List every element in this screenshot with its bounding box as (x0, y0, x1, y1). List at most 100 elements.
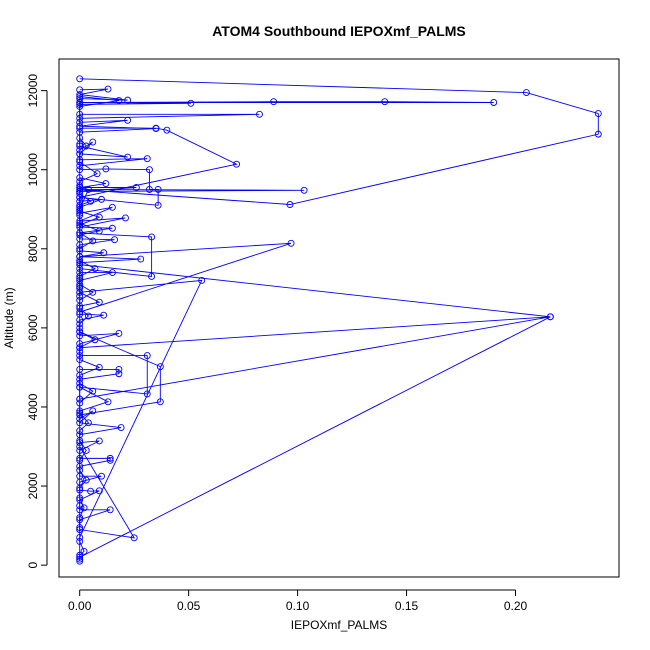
data-point (163, 126, 171, 134)
data-point (76, 557, 84, 565)
data-point (98, 472, 105, 480)
series-4 (76, 365, 125, 565)
data-point (76, 146, 84, 154)
y-tick-label: 0 (26, 561, 40, 568)
y-tick-label: 10000 (26, 153, 40, 187)
data-point (124, 153, 132, 161)
data-point (76, 158, 84, 166)
data-point (76, 93, 84, 101)
data-point (76, 328, 84, 336)
data-point (76, 229, 84, 237)
data-point (89, 387, 97, 395)
data-point (76, 340, 84, 348)
data-point (270, 98, 278, 106)
data-point (115, 97, 123, 104)
data-point (91, 336, 99, 344)
data-point (76, 409, 84, 417)
data-point (76, 207, 84, 215)
data-point (76, 245, 84, 253)
data-point (76, 320, 84, 328)
data-point (104, 398, 112, 406)
data-point (122, 214, 129, 222)
x-tick-label: 0.15 (395, 599, 419, 613)
data-point (84, 419, 92, 427)
data-point (117, 424, 125, 431)
data-point (100, 249, 108, 257)
data-point (82, 476, 90, 484)
data-point (76, 344, 84, 352)
data-point (108, 269, 116, 276)
data-point (522, 89, 530, 97)
y-tick-label: 6000 (26, 314, 40, 341)
y-tick-label: 12000 (26, 74, 40, 108)
data-point (100, 311, 108, 319)
data-point (91, 265, 99, 273)
data-point (148, 233, 156, 241)
data-point (156, 363, 164, 371)
data-point (115, 365, 123, 373)
data-point (95, 298, 103, 306)
data-point (87, 197, 95, 205)
data-point (124, 116, 132, 124)
data-point (76, 296, 84, 304)
data-point (76, 395, 84, 403)
data-point (76, 162, 84, 170)
x-tick-label: 0.00 (68, 599, 92, 613)
data-point (76, 537, 84, 545)
data-point (76, 484, 84, 492)
data-point (76, 292, 84, 300)
data-point (233, 160, 241, 168)
data-point (152, 125, 160, 133)
data-point (143, 390, 151, 398)
data-point (80, 547, 88, 555)
data-point (76, 456, 84, 464)
data-point (490, 99, 498, 106)
data-point (95, 437, 103, 445)
data-point (76, 150, 84, 158)
data-point (76, 332, 84, 340)
data-point (93, 170, 101, 178)
data-point (89, 237, 97, 245)
data-point (76, 189, 84, 197)
data-point (76, 524, 84, 532)
data-point (95, 487, 103, 495)
data-point (95, 227, 103, 235)
data-point (130, 534, 138, 542)
data-point (104, 85, 112, 93)
data-point (143, 352, 151, 360)
series-line (79, 177, 148, 400)
x-axis-label: IEPOXmf_PALMS (291, 618, 387, 632)
data-point (89, 138, 97, 146)
data-point (76, 447, 84, 454)
data-point (102, 165, 110, 173)
data-point (76, 142, 84, 150)
data-point (76, 437, 84, 445)
data-point (76, 166, 84, 174)
data-point (381, 98, 389, 106)
data-point (106, 456, 114, 464)
data-point (76, 178, 84, 186)
data-point (76, 211, 84, 219)
data-point (76, 316, 84, 324)
data-point (76, 399, 84, 407)
data-point (76, 494, 84, 502)
data-point (76, 427, 84, 435)
x-tick-label: 0.05 (177, 599, 201, 613)
data-point (76, 280, 84, 288)
y-tick-label: 4000 (26, 393, 40, 420)
data-point (76, 288, 84, 296)
data-point (76, 102, 84, 110)
data-point (156, 398, 164, 406)
data-point (286, 201, 294, 208)
data-point (76, 514, 84, 522)
data-point (594, 130, 602, 138)
data-point (76, 379, 84, 387)
data-point (87, 487, 95, 495)
y-axis-label: Altitude (m) (2, 287, 16, 348)
series-layer (76, 75, 602, 565)
data-point (115, 329, 123, 337)
data-point (76, 273, 84, 280)
data-point (76, 466, 84, 474)
